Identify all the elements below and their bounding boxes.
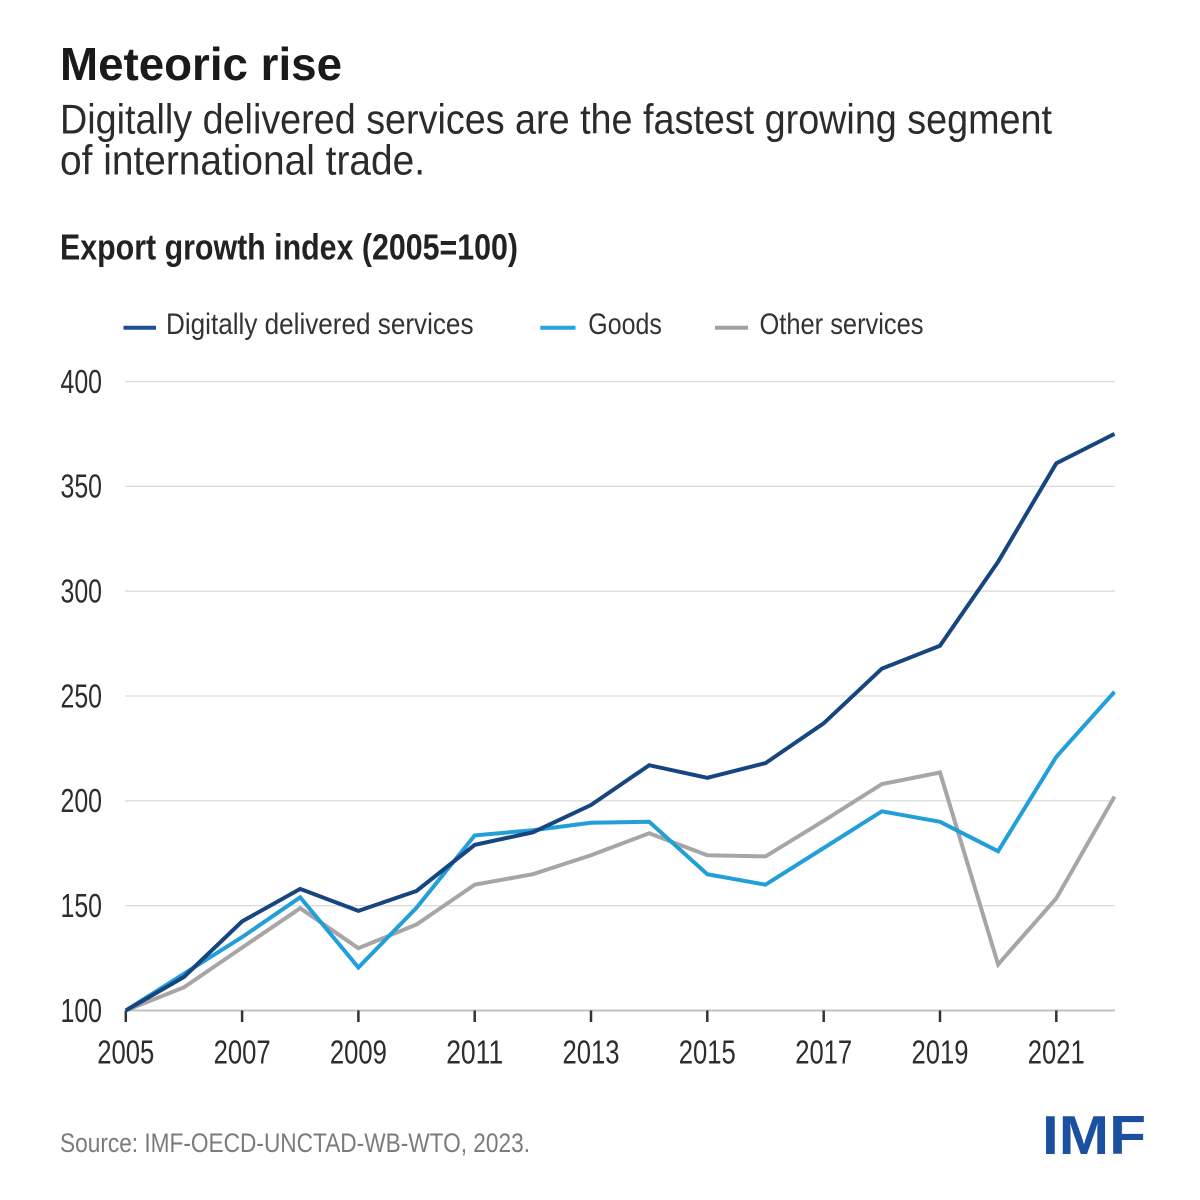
svg-text:2007: 2007 [214, 1033, 271, 1070]
svg-text:2005: 2005 [97, 1033, 154, 1070]
svg-text:2009: 2009 [330, 1033, 387, 1070]
svg-text:IMF: IMF [1042, 1104, 1146, 1166]
svg-text:2021: 2021 [1028, 1033, 1085, 1070]
svg-text:100: 100 [61, 992, 103, 1029]
svg-text:Digitally delivered services: Digitally delivered services [166, 308, 474, 341]
svg-text:Meteoric rise: Meteoric rise [60, 38, 342, 90]
svg-text:300: 300 [61, 573, 103, 610]
svg-text:2011: 2011 [446, 1033, 503, 1070]
svg-text:250: 250 [61, 677, 103, 714]
svg-text:of international trade.: of international trade. [60, 137, 425, 184]
svg-text:400: 400 [61, 363, 103, 400]
svg-text:Source: IMF-OECD-UNCTAD-WB-WTO: Source: IMF-OECD-UNCTAD-WB-WTO, 2023. [60, 1128, 530, 1158]
svg-text:2017: 2017 [795, 1033, 852, 1070]
svg-text:350: 350 [61, 468, 103, 505]
svg-text:Goods: Goods [588, 308, 662, 341]
svg-text:2015: 2015 [679, 1033, 736, 1070]
svg-text:Other services: Other services [760, 308, 924, 341]
svg-text:Export growth index (2005=100): Export growth index (2005=100) [60, 227, 518, 268]
svg-text:200: 200 [61, 782, 103, 819]
svg-text:150: 150 [61, 887, 103, 924]
svg-text:Digitally delivered services a: Digitally delivered services are the fas… [60, 96, 1052, 143]
svg-text:2019: 2019 [912, 1033, 969, 1070]
svg-text:2013: 2013 [563, 1033, 620, 1070]
